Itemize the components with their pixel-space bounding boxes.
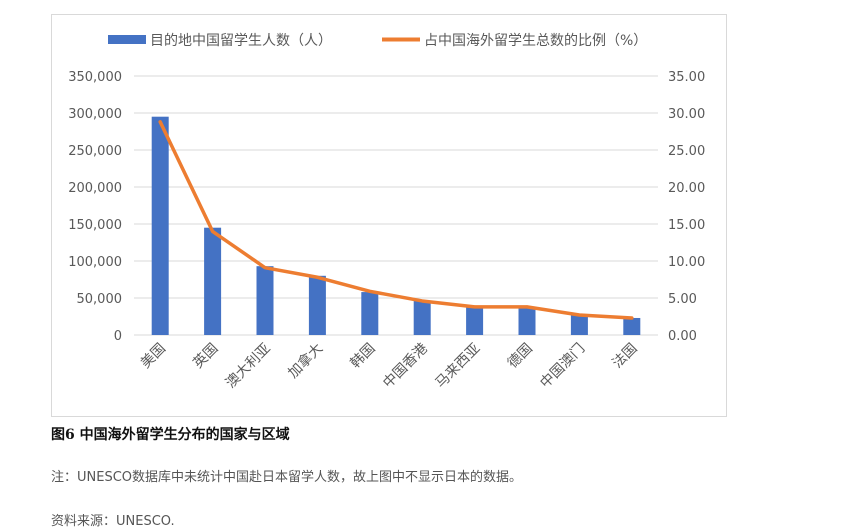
line-point	[211, 229, 215, 233]
category-label: 中国澳门	[537, 341, 588, 392]
left-axis-tick-label: 250,000	[68, 144, 122, 159]
bar	[466, 306, 484, 335]
left-axis-tick-label: 100,000	[68, 255, 122, 270]
legend-bar-label: 目的地中国留学生人数（人）	[150, 33, 332, 49]
left-axis-tick-label: 0	[114, 329, 122, 344]
right-axis-tick-label: 5.00	[668, 292, 697, 307]
line-point	[158, 120, 162, 124]
line-series	[158, 120, 634, 320]
gridlines	[134, 75, 658, 336]
line-point	[473, 305, 477, 309]
line-point	[315, 275, 319, 279]
category-label: 英国	[190, 340, 222, 372]
line-point	[525, 305, 529, 309]
bar	[413, 300, 431, 335]
chart-frame: 0 50,000 100,000 150,000 200,000 250,000 300,0…	[51, 14, 727, 417]
left-axis-tick-label: 200,000	[68, 181, 122, 196]
line-point	[368, 289, 372, 293]
category-label: 德国	[505, 341, 536, 372]
line-point	[630, 316, 634, 320]
bar	[361, 292, 379, 335]
right-axis-tick-label: 35.00	[668, 70, 705, 85]
bar	[570, 315, 588, 335]
right-axis-tick-label: 30.00	[668, 107, 705, 122]
legend-line-swatch	[382, 37, 420, 42]
left-axis-tick-label: 300,000	[68, 107, 122, 122]
left-axis-tick-label: 150,000	[68, 218, 122, 233]
right-axis-tick-label: 0.00	[668, 329, 697, 344]
right-axis-tick-label: 15.00	[668, 218, 705, 233]
right-axis-ticks: 0.00 5.00 10.00 15.00 20.00 25.00 30.00 35.00	[668, 70, 705, 344]
right-axis-tick-label: 25.00	[668, 144, 705, 159]
category-label: 马来西亚	[433, 341, 484, 392]
left-axis-ticks: 0 50,000 100,000 150,000 200,000 250,000 300,0…	[68, 70, 122, 344]
line-point	[263, 266, 267, 270]
share-line	[158, 120, 634, 320]
category-label: 韩国	[348, 341, 379, 372]
right-axis-tick-label: 20.00	[668, 181, 705, 196]
figure-caption: 图6 中国海外留学生分布的国家与区域	[51, 427, 290, 443]
category-label: 加拿大	[285, 340, 327, 382]
category-label: 澳大利亚	[223, 341, 274, 392]
bar	[308, 275, 326, 335]
category-label: 法国	[610, 341, 641, 372]
legend: 目的地中国留学生人数（人） 占中国海外留学生总数的比例（%）	[108, 33, 647, 49]
line-point	[420, 299, 424, 303]
line-point	[577, 313, 581, 317]
bar	[204, 227, 222, 335]
category-labels: 美国 英国 澳大利亚 加拿大 韩国 中国香港 马来西亚 德国 中国澳门 法国	[138, 340, 641, 392]
right-axis-tick-label: 10.00	[668, 255, 705, 270]
bar	[256, 266, 274, 335]
figure-source: 资料来源：UNESCO.	[51, 514, 175, 529]
left-axis-tick-label: 50,000	[77, 292, 123, 307]
category-label: 中国香港	[380, 341, 431, 392]
figure-note: 注：UNESCO数据库中未统计中国赴日本留学人数，故上图中不显示日本的数据。	[51, 470, 523, 485]
category-label: 美国	[138, 341, 169, 372]
legend-bar-swatch	[108, 35, 146, 44]
combo-chart: 0 50,000 100,000 150,000 200,000 250,000 300,0…	[68, 33, 705, 392]
left-axis-tick-label: 350,000	[68, 70, 122, 85]
bar	[518, 306, 536, 335]
legend-line-label: 占中国海外留学生总数的比例（%）	[424, 33, 647, 49]
bar-series	[151, 116, 641, 335]
bar	[623, 317, 641, 335]
bar	[151, 116, 169, 335]
